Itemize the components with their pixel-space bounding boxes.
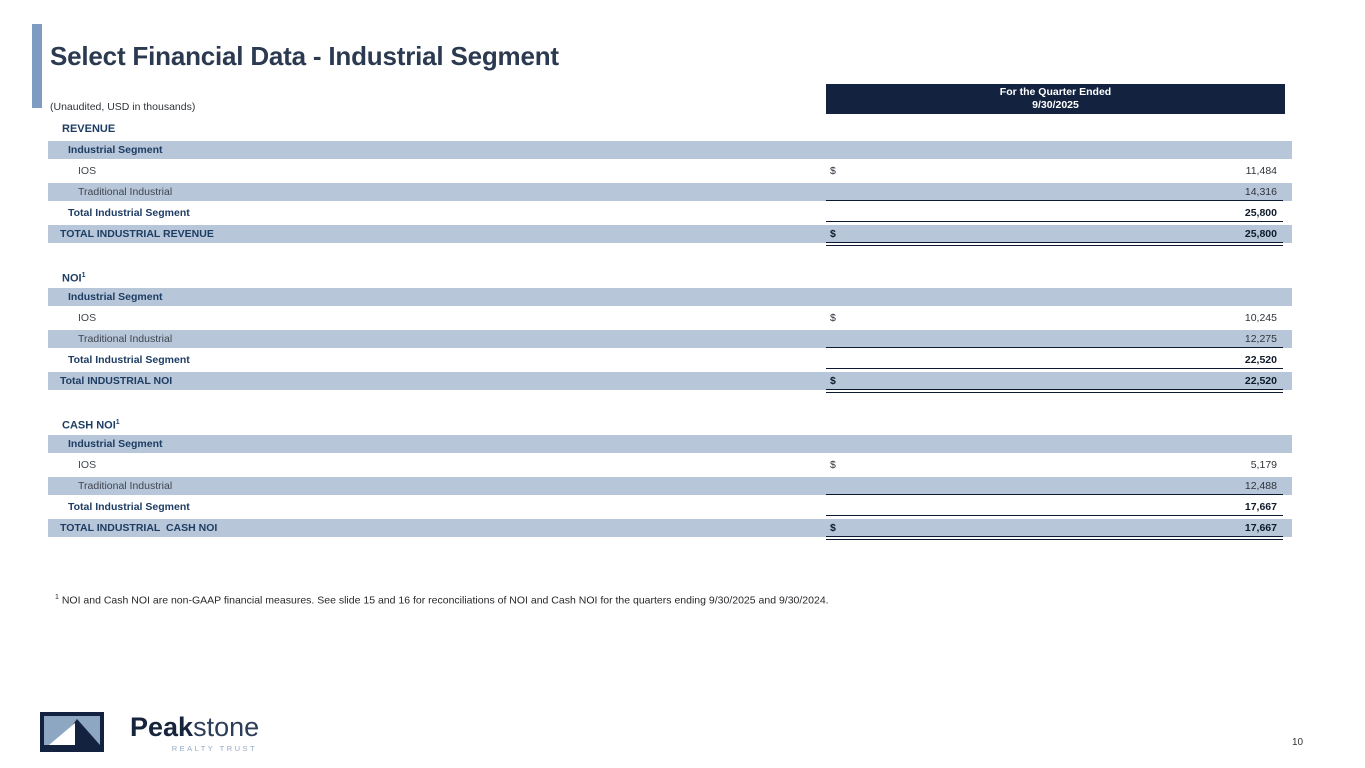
column-header: For the Quarter Ended 9/30/2025: [826, 84, 1285, 114]
table-sections: REVENUE Industrial Segment IOS $11,484 Tradi…: [48, 120, 1292, 540]
table-row: Traditional Industrial 12,488: [48, 477, 1292, 495]
row-value-cell: [826, 141, 1292, 159]
row-label: IOS: [78, 459, 97, 471]
row-value-cell: 22,520: [826, 351, 1292, 369]
section-title-superscript: 1: [81, 272, 86, 279]
row-value-cell: [826, 288, 1292, 306]
row-value-cell: 12,488: [826, 477, 1292, 495]
row-value-cell: $10,245: [826, 309, 1292, 327]
logo-wordmark-bold: Peak: [130, 712, 194, 742]
table-row: IOS $10,245: [48, 309, 1292, 327]
currency-symbol: $: [830, 375, 836, 387]
logo-tagline: REALTY TRUST: [171, 744, 258, 753]
currency-symbol: $: [830, 312, 836, 324]
table-row: Traditional Industrial 12,275: [48, 330, 1292, 348]
section-title: REVENUE: [62, 123, 116, 135]
row-label: Total Industrial Segment: [68, 354, 190, 366]
mountain-logo-icon: [40, 712, 104, 752]
table-row: Total Industrial Segment 22,520: [48, 351, 1292, 369]
row-label: Traditional Industrial: [78, 186, 173, 198]
currency-symbol: $: [830, 522, 836, 534]
company-logo: Peakstone REALTY TRUST: [40, 712, 259, 753]
table-row: IOS $5,179: [48, 456, 1292, 474]
section-title: CASH NOI1: [62, 419, 120, 432]
currency-symbol: [826, 204, 830, 222]
row-label: IOS: [78, 312, 97, 324]
row-value: 10,245: [1244, 312, 1277, 324]
section-title: NOI1: [62, 272, 86, 285]
row-value: 12,488: [1244, 480, 1277, 492]
row-value-cell: 14,316: [826, 183, 1292, 201]
row-label: Total Industrial Segment: [68, 207, 190, 219]
currency-symbol: $: [830, 165, 836, 177]
table-row: Industrial Segment: [48, 435, 1292, 453]
table-row: Total INDUSTRIAL NOI $22,520: [48, 372, 1292, 393]
section-title-superscript: 1: [115, 419, 120, 426]
logo-text: Peakstone REALTY TRUST: [130, 712, 259, 753]
row-label: Total Industrial Segment: [68, 501, 190, 513]
row-value-cell: 12,275: [826, 330, 1292, 348]
footnote: 1 NOI and Cash NOI are non-GAAP financia…: [55, 594, 955, 607]
currency-symbol: [826, 141, 830, 159]
row-label: TOTAL INDUSTRIAL CASH NOI: [60, 522, 218, 534]
table-row: Total Industrial Segment 25,800: [48, 204, 1292, 222]
row-label: IOS: [78, 165, 97, 177]
row-value: 5,179: [1250, 459, 1277, 471]
currency-symbol: [826, 351, 830, 369]
row-value-cell: 25,800: [826, 204, 1292, 222]
row-value: 17,667: [1244, 501, 1277, 513]
column-header-line1: For the Quarter Ended: [999, 86, 1112, 98]
row-label: Industrial Segment: [68, 438, 163, 450]
row-value: 25,800: [1244, 228, 1277, 240]
currency-symbol: [826, 330, 830, 348]
currency-symbol: [826, 435, 830, 453]
footnote-text: NOI and Cash NOI are non-GAAP financial …: [58, 594, 829, 607]
column-header-line2: 9/30/2025: [1032, 99, 1079, 111]
row-value: 12,275: [1244, 333, 1277, 345]
currency-symbol: [826, 288, 830, 306]
table-row: IOS $11,484: [48, 162, 1292, 180]
row-value-cell: $22,520: [826, 372, 1292, 393]
currency-symbol: $: [830, 228, 836, 240]
row-value: 25,800: [1244, 207, 1277, 219]
row-value: 22,520: [1244, 375, 1277, 387]
table-row: Industrial Segment: [48, 141, 1292, 159]
table-row: TOTAL INDUSTRIAL CASH NOI $17,667: [48, 519, 1292, 540]
row-value: 11,484: [1245, 165, 1277, 177]
table-row: Total Industrial Segment 17,667: [48, 498, 1292, 516]
row-label: Traditional Industrial: [78, 480, 173, 492]
currency-symbol: [826, 183, 830, 201]
row-label: Industrial Segment: [68, 144, 163, 156]
footnote-superscript: 1: [55, 594, 59, 601]
table-row: Traditional Industrial 14,316: [48, 183, 1292, 201]
row-value-cell: $17,667: [826, 519, 1292, 540]
row-value-cell: $25,800: [826, 225, 1292, 246]
row-label: TOTAL INDUSTRIAL REVENUE: [60, 228, 214, 240]
row-value-cell: $5,179: [826, 456, 1292, 474]
table-row: TOTAL INDUSTRIAL REVENUE $25,800: [48, 225, 1292, 246]
page-number: 10: [1292, 737, 1304, 748]
row-label: Total INDUSTRIAL NOI: [60, 375, 173, 387]
row-value-cell: [826, 435, 1292, 453]
row-value: 22,520: [1244, 354, 1277, 366]
title-accent-bar: [32, 24, 42, 108]
table-section: REVENUE Industrial Segment IOS $11,484 Tradi…: [48, 120, 1292, 246]
logo-wordmark: Peakstone: [130, 712, 259, 742]
row-label: Industrial Segment: [68, 291, 163, 303]
row-value-cell: $11,484: [826, 162, 1292, 180]
row-label: Traditional Industrial: [78, 333, 173, 345]
table-section: CASH NOI1 Industrial Segment IOS $5,179 Trad…: [48, 414, 1292, 540]
page-subtitle: (Unaudited, USD in thousands): [50, 101, 196, 113]
currency-symbol: [826, 477, 830, 495]
table-row: Industrial Segment: [48, 288, 1292, 306]
page-title: Select Financial Data - Industrial Segme…: [50, 41, 559, 71]
row-value-cell: 17,667: [826, 498, 1292, 516]
logo-wordmark-light: stone: [193, 712, 260, 742]
row-value: 14,316: [1244, 186, 1277, 198]
currency-symbol: [826, 498, 830, 516]
row-value: 17,667: [1244, 522, 1277, 534]
table-section: NOI1 Industrial Segment IOS $10,245 Traditio…: [48, 267, 1292, 393]
currency-symbol: $: [830, 459, 836, 471]
